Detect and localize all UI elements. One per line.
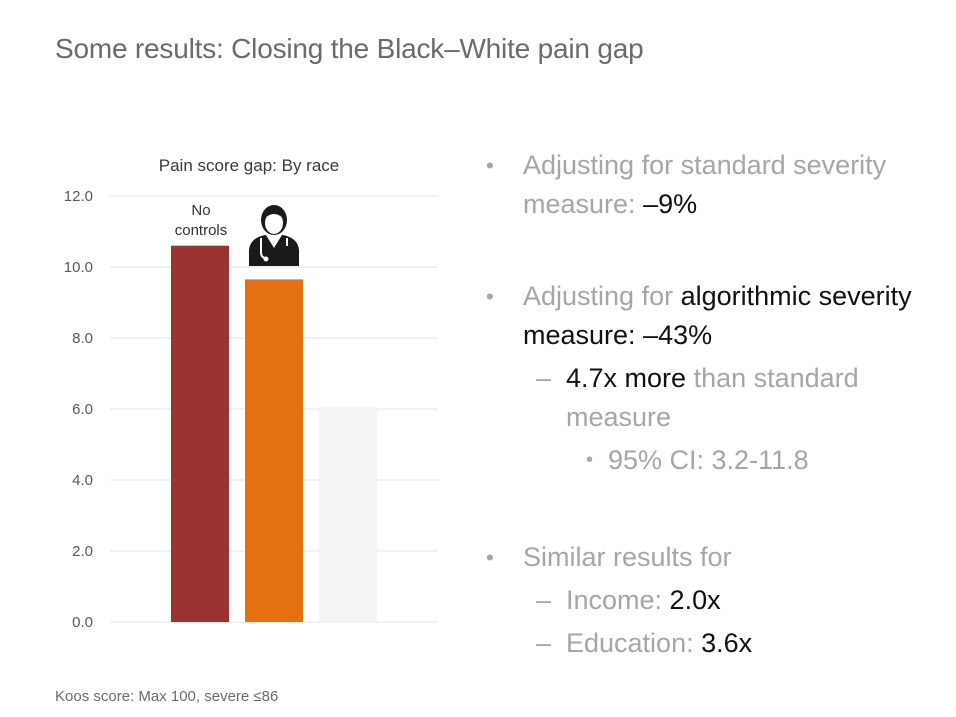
- y-axis-ticks: 0.0 2.0 4.0 6.0 8.0 10.0 12.0: [64, 188, 93, 631]
- sub-bullet-income: – Income: 2.0x: [486, 581, 946, 620]
- bullet-algorithmic-severity: • Adjusting for algorithmic severity mea…: [486, 277, 946, 355]
- dash-marker: –: [536, 628, 552, 658]
- bullet-emphasis: algorithmic severity measure: –43%: [523, 281, 912, 350]
- bullet-marker: •: [486, 545, 494, 570]
- bullet-similar-results: • Similar results for: [486, 538, 946, 577]
- y-tick-label: 6.0: [72, 401, 93, 418]
- bar-annotation-line2: controls: [175, 222, 228, 239]
- chart-title: Pain score gap: By race: [159, 156, 339, 175]
- sub-bullet-emphasis: 4.7x more: [566, 363, 687, 393]
- bars: [171, 245, 377, 622]
- slide-title: Some results: Closing the Black–White pa…: [55, 33, 644, 64]
- bullet-text: Similar results for: [523, 542, 732, 572]
- bullet-value: –9%: [643, 189, 698, 219]
- bullet-marker: •: [586, 449, 594, 471]
- ci-text: 95% CI: 3.2-11.8: [608, 445, 809, 475]
- bullet-standard-severity: • Adjusting for standard severity measur…: [486, 146, 946, 224]
- y-tick-label: 2.0: [72, 543, 93, 560]
- sub-sub-bullet-ci: • 95% CI: 3.2-11.8: [486, 441, 946, 480]
- y-tick-label: 8.0: [72, 330, 93, 347]
- bullet-marker: •: [486, 153, 494, 178]
- sub-bullet-label: Income:: [566, 585, 670, 615]
- y-tick-label: 4.0: [72, 472, 93, 489]
- bar: [171, 245, 229, 622]
- sub-bullet-value: 3.6x: [701, 628, 753, 658]
- bullet-text: Adjusting for standard severity measure:: [523, 150, 887, 219]
- pain-gap-bar-chart: Pain score gap: By race 0.0 2.0 4.0 6.0 8.0 1…: [64, 156, 438, 631]
- sub-bullet-4-7x: – 4.7x more than standard measure: [486, 359, 946, 437]
- y-tick-label: 0.0: [72, 614, 93, 631]
- sub-bullet-label: Education:: [566, 628, 702, 658]
- dash-marker: –: [536, 363, 552, 393]
- bar: [245, 279, 303, 622]
- bar-annotation-line1: No: [191, 202, 210, 219]
- bullet-marker: •: [486, 284, 494, 309]
- doctor-icon: [249, 205, 299, 266]
- bar: [319, 407, 377, 622]
- y-tick-label: 10.0: [64, 259, 93, 276]
- bullet-text: Adjusting for: [523, 281, 681, 311]
- sub-bullet-education: – Education: 3.6x: [486, 624, 946, 663]
- sub-bullet-text: than standard measure: [566, 363, 859, 432]
- footnote: Koos score: Max 100, severe ≤86: [55, 688, 279, 705]
- sub-bullet-value: 2.0x: [669, 585, 721, 615]
- y-tick-label: 12.0: [64, 188, 93, 205]
- dash-marker: –: [536, 585, 552, 615]
- results-bullets: • Adjusting for standard severity measur…: [486, 146, 946, 663]
